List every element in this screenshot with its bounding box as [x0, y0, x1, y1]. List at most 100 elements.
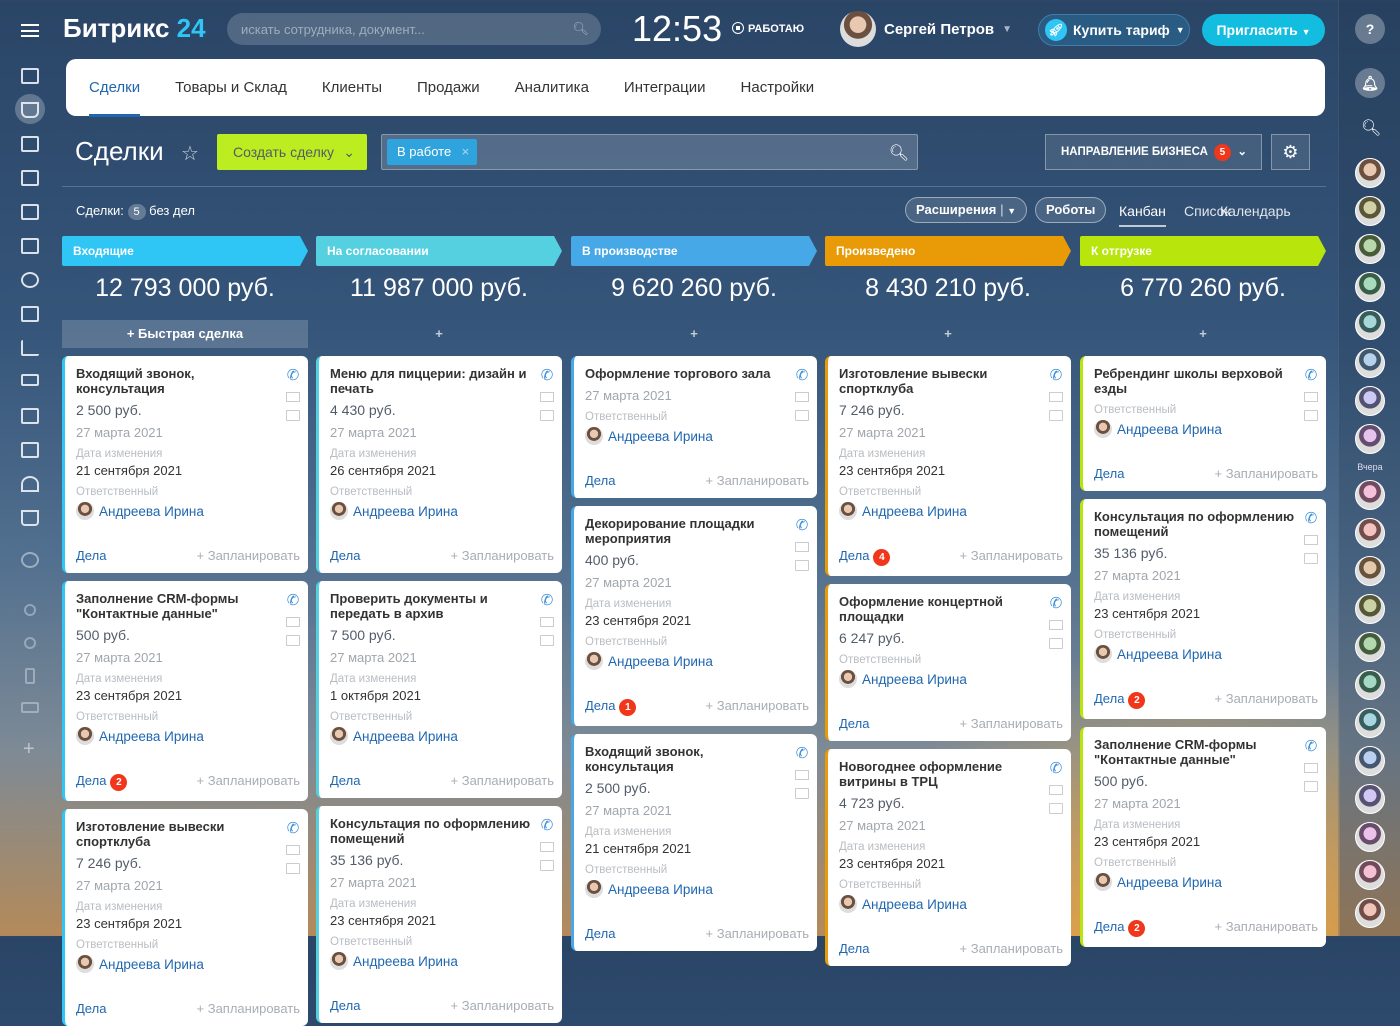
chat-icon[interactable] [795, 560, 809, 571]
phone-icon[interactable]: ✆ [540, 592, 554, 609]
menu-icon[interactable] [21, 24, 39, 37]
filter-chip[interactable]: В работе × [387, 139, 478, 165]
deal-card[interactable]: Входящий звонок, консультация 2 500 руб. 2… [62, 356, 308, 573]
activities-link[interactable]: Дела 2 [1094, 691, 1146, 709]
cart-icon[interactable] [21, 340, 39, 356]
phone-icon[interactable]: ✆ [1304, 367, 1318, 384]
deal-card[interactable]: Оформление торгового зала 27 марта 2021 От… [571, 356, 817, 498]
buy-plan-button[interactable]: 🚀︎ Купить тариф ▼ [1038, 14, 1190, 46]
mail-icon[interactable] [795, 770, 809, 780]
responsible-person[interactable]: Андреева Ирина [1094, 420, 1298, 438]
contact-avatar[interactable] [1355, 746, 1385, 776]
plan-activity-link[interactable]: + Запланировать [1214, 919, 1318, 934]
responsible-person[interactable]: Андреева Ирина [1094, 645, 1298, 663]
person-name[interactable]: Андреева Ирина [862, 671, 967, 687]
activities-link[interactable]: Дела 2 [76, 773, 128, 791]
deal-title[interactable]: Заполнение CRM-формы "Контактные данные" [1094, 737, 1257, 767]
person-name[interactable]: Андреева Ирина [608, 653, 713, 669]
person-name[interactable]: Андреева Ирина [608, 428, 713, 444]
plan-activity-link[interactable]: + Запланировать [1214, 691, 1318, 706]
plan-activity-link[interactable]: + Запланировать [959, 941, 1063, 956]
chat-icon[interactable] [286, 410, 300, 421]
chat-icon[interactable] [540, 635, 554, 646]
deal-card[interactable]: Консультация по оформлению помещений 35 1… [316, 806, 562, 1023]
responsible-person[interactable]: Андреева Ирина [330, 502, 534, 520]
deal-card[interactable]: Меню для пиццерии: дизайн и печать 4 430 … [316, 356, 562, 573]
deal-card[interactable]: Входящий звонок, консультация 2 500 руб. 2… [571, 734, 817, 951]
phone-icon[interactable]: ✆ [795, 367, 809, 384]
phone-icon[interactable]: ✆ [795, 517, 809, 534]
phone-icon[interactable]: ✆ [286, 592, 300, 609]
phone-icon[interactable]: ✆ [1304, 738, 1318, 755]
plan-activity-link[interactable]: + Запланировать [196, 1001, 300, 1016]
activities-link[interactable]: Дела [839, 716, 869, 731]
phone-icon[interactable]: ✆ [1049, 595, 1063, 612]
tab-6[interactable]: Настройки [740, 79, 815, 96]
person-name[interactable]: Андреева Ирина [862, 503, 967, 519]
gear-icon[interactable]: ⚙ [1271, 134, 1310, 170]
phone-icon[interactable]: ✆ [795, 745, 809, 762]
chat-icon[interactable] [286, 635, 300, 646]
deal-title[interactable]: Ребрендинг школы верховой езды [1094, 366, 1283, 396]
phone-icon[interactable]: ✆ [540, 817, 554, 834]
person-name[interactable]: Андреева Ирина [1117, 874, 1222, 890]
activities-link[interactable]: Дела [330, 548, 360, 563]
deal-card[interactable]: Консультация по оформлению помещений 35 1… [1080, 499, 1326, 719]
contact-avatar[interactable] [1355, 196, 1385, 226]
chat-icon[interactable] [286, 863, 300, 874]
contact-avatar[interactable] [1355, 860, 1385, 890]
person-name[interactable]: Андреева Ирина [99, 728, 204, 744]
contact-avatar[interactable] [1355, 310, 1385, 340]
deal-title[interactable]: Меню для пиццерии: дизайн и печать [330, 366, 527, 396]
chat-icon[interactable] [21, 408, 39, 424]
chat-icon[interactable] [795, 410, 809, 421]
tab-1[interactable]: Товары и Склад [175, 79, 287, 96]
feed-icon[interactable] [21, 68, 39, 84]
desktop-icon[interactable] [21, 702, 39, 713]
responsible-person[interactable]: Андреева Ирина [585, 652, 789, 670]
contact-card-icon[interactable] [21, 204, 39, 220]
create-deal-button[interactable]: Создать сделку ⌄ [217, 134, 367, 170]
mail-icon[interactable] [540, 617, 554, 627]
help-icon[interactable]: ? [1355, 14, 1385, 44]
contact-avatar[interactable] [1355, 670, 1385, 700]
deal-title[interactable]: Проверить документы и передать в архив [330, 591, 488, 621]
mail-icon[interactable] [286, 392, 300, 402]
plan-activity-link[interactable]: + Запланировать [959, 716, 1063, 731]
tab-4[interactable]: Аналитика [514, 79, 589, 96]
responsible-person[interactable]: Андреева Ирина [1094, 873, 1298, 891]
contact-avatar[interactable] [1355, 518, 1385, 548]
contact-avatar[interactable] [1355, 272, 1385, 302]
crm-funnel-icon[interactable] [21, 102, 39, 118]
global-search-input[interactable]: искать сотрудника, документ... 🔍︎ [227, 13, 601, 45]
chevron-down-icon[interactable]: ▼ [1007, 206, 1017, 216]
sync-icon[interactable] [21, 272, 39, 288]
deal-card[interactable]: Заполнение CRM-формы "Контактные данные"… [1080, 727, 1326, 947]
count-value[interactable]: 5 [127, 204, 146, 220]
apps-grid-icon[interactable] [21, 136, 39, 152]
calendar-icon[interactable] [21, 442, 39, 458]
tasks-icon[interactable] [21, 306, 39, 322]
mail-icon[interactable] [1304, 392, 1318, 402]
activities-link[interactable]: Дела [839, 941, 869, 956]
responsible-person[interactable]: Андреева Ирина [839, 502, 1043, 520]
responsible-person[interactable]: Андреева Ирина [330, 727, 534, 745]
activities-link[interactable]: Дела 1 [585, 698, 637, 716]
chat-icon[interactable] [540, 410, 554, 421]
mobile-icon[interactable] [25, 668, 35, 684]
search-icon[interactable]: 🔍︎ [888, 145, 909, 162]
plan-activity-link[interactable]: + Запланировать [196, 548, 300, 563]
chat-icon[interactable] [540, 860, 554, 871]
phone-icon[interactable]: ✆ [1304, 510, 1318, 527]
contact-avatar[interactable] [1355, 708, 1385, 738]
activities-link[interactable]: Дела [76, 548, 106, 563]
add-deal-button[interactable]: + [690, 326, 698, 341]
add-deal-button[interactable]: + [944, 326, 952, 341]
deal-card[interactable]: Заполнение CRM-формы "Контактные данные"… [62, 581, 308, 801]
invite-button[interactable]: Пригласить ▼ [1202, 14, 1325, 46]
tab-2[interactable]: Клиенты [321, 79, 383, 96]
deal-title[interactable]: Входящий звонок, консультация [76, 366, 195, 396]
activities-link[interactable]: Дела [76, 1001, 106, 1016]
activities-link[interactable]: Дела 2 [1094, 919, 1146, 937]
bell-icon[interactable]: 🔔︎ [1355, 68, 1385, 98]
